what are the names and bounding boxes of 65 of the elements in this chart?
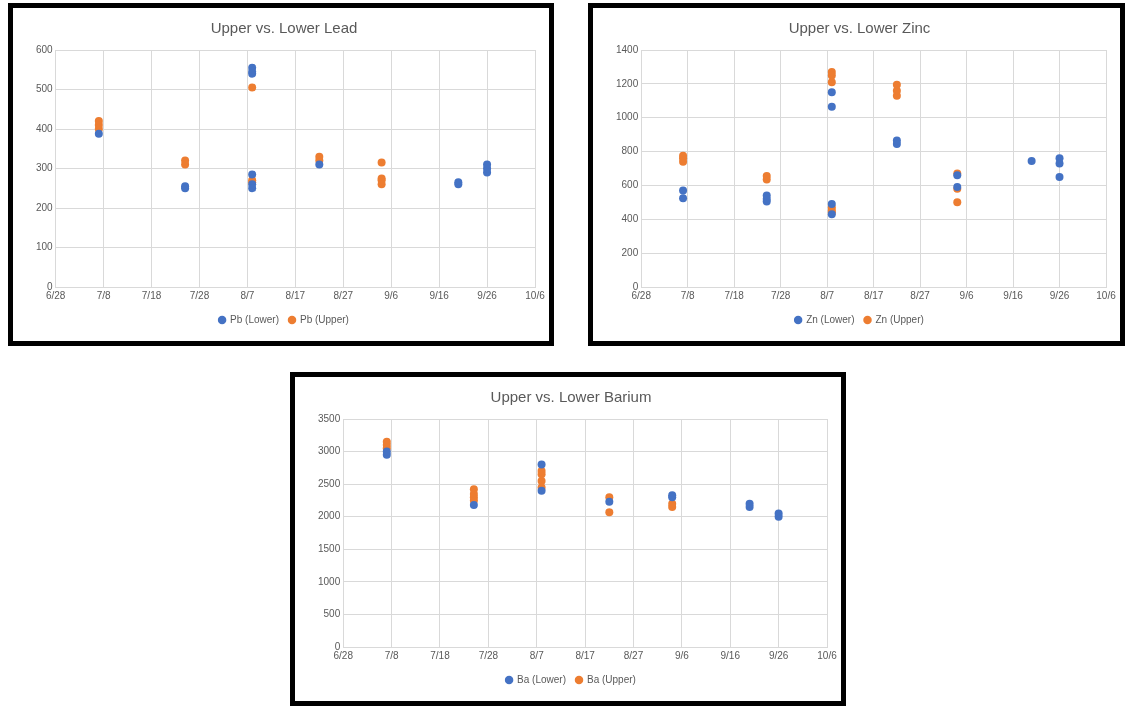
y-tick-label: 200 (621, 246, 639, 258)
x-tick-label: 8/7 (529, 649, 545, 661)
x-tick-label: 7/8 (680, 289, 696, 301)
x-tick-label: 7/8 (384, 649, 400, 661)
x-tick-label: 9/16 (1003, 289, 1024, 301)
x-tick-label: 8/17 (863, 289, 884, 301)
x-tick-label: 8/27 (623, 649, 644, 661)
y-tick-label: 3000 (318, 445, 341, 457)
legend-label: Zn (Lower) (806, 313, 855, 325)
y-tick-label: 300 (36, 162, 54, 174)
y-tick-label: 500 (323, 608, 341, 620)
y-tick-label: 1000 (616, 111, 639, 123)
x-tick-label: 6/28 (45, 289, 66, 301)
x-tick-label: 6/28 (631, 289, 652, 301)
x-tick-label: 7/18 (141, 289, 162, 301)
x-tick-label: 7/28 (478, 649, 499, 661)
chart-title: Upper vs. Lower Barium (490, 388, 652, 406)
x-tick-label: 7/18 (430, 649, 451, 661)
x-tick-label: 9/26 (477, 289, 498, 301)
y-tick-label: 0 (632, 280, 639, 292)
x-tick-label: 7/28 (189, 289, 210, 301)
x-tick-label: 8/27 (333, 289, 354, 301)
y-tick-label: 2500 (318, 477, 341, 489)
y-tick-label: 1500 (318, 543, 341, 555)
x-tick-label: 9/16 (429, 289, 450, 301)
x-tick-label: 9/6 (959, 289, 974, 301)
y-tick-label: 3500 (318, 412, 341, 424)
legend-label: Pb (Upper) (300, 313, 349, 325)
x-tick-label: 8/7 (820, 289, 835, 301)
x-tick-label: 7/18 (724, 289, 745, 301)
x-tick-label: 10/6 (1096, 289, 1117, 301)
y-tick-label: 200 (36, 201, 54, 213)
legend-label: Zn (Upper) (875, 313, 924, 325)
x-tick-label: 10/6 (817, 649, 838, 661)
x-tick-label: 8/27 (910, 289, 931, 301)
x-tick-label: 9/26 (1049, 289, 1070, 301)
x-tick-label: 8/17 (575, 649, 596, 661)
y-tick-label: 400 (36, 122, 54, 134)
y-tick-label: 400 (621, 213, 639, 225)
chart-title: Upper vs. Lower Lead (210, 19, 358, 37)
x-tick-label: 8/7 (240, 289, 255, 301)
x-tick-label: 9/6 (384, 289, 399, 301)
y-tick-label: 2000 (318, 510, 341, 522)
y-tick-label: 1400 (616, 43, 639, 55)
x-tick-label: 10/6 (525, 289, 546, 301)
legend-label: Ba (Lower) (517, 673, 566, 685)
y-tick-label: 600 (621, 179, 639, 191)
y-tick-label: 0 (334, 640, 341, 652)
x-tick-label: 7/8 (96, 289, 111, 301)
y-tick-label: 600 (36, 43, 54, 55)
x-tick-label: 8/17 (285, 289, 306, 301)
x-tick-label: 7/28 (770, 289, 791, 301)
y-tick-label: 800 (621, 145, 639, 157)
x-tick-label: 6/28 (333, 649, 354, 661)
y-tick-label: 1200 (616, 77, 639, 89)
legend-label: Pb (Lower) (230, 313, 279, 325)
y-tick-label: 500 (36, 83, 54, 95)
x-tick-label: 9/26 (768, 649, 789, 661)
y-tick-label: 1000 (318, 575, 341, 587)
x-tick-label: 9/16 (720, 649, 741, 661)
x-tick-label: 9/6 (674, 649, 690, 661)
legend-label: Ba (Upper) (587, 673, 636, 685)
chart-title: Upper vs. Lower Zinc (788, 19, 931, 37)
y-tick-label: 0 (47, 280, 54, 292)
y-tick-label: 100 (36, 241, 54, 253)
